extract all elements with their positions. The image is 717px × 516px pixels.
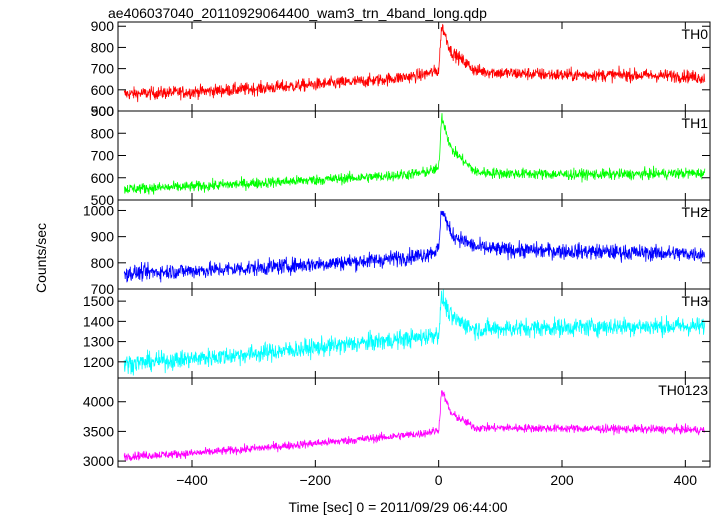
- y-tick-label: 1200: [83, 354, 114, 370]
- y-tick-label: 4000: [83, 394, 114, 410]
- x-tick-label: −400: [176, 472, 208, 488]
- panel-frame: [117, 21, 711, 112]
- x-axis-label: Time [sec] 0 = 2011/09/29 06:44:00: [288, 499, 507, 515]
- y-tick-label: 600: [91, 170, 115, 186]
- series-line-th0123: [123, 390, 706, 462]
- panel-th3: 1200 1300 1400 1500 TH3: [83, 288, 711, 379]
- y-tick-label: 700: [91, 61, 115, 77]
- series-line-th0: [123, 23, 706, 103]
- y-tick-label: 800: [91, 125, 115, 141]
- y-axis-label: Counts/sec: [33, 223, 49, 293]
- chart-title: ae406037040_20110929064400_wam3_trn_4ban…: [108, 5, 487, 21]
- x-tick-label: 0: [435, 472, 443, 488]
- x-tick-label: 200: [550, 472, 574, 488]
- panel-frame: [117, 199, 711, 290]
- panel-frame: [117, 288, 711, 379]
- y-tick-label: 1000: [83, 202, 114, 218]
- series-line-th2: [123, 210, 706, 283]
- y-tick-label: 800: [91, 39, 115, 55]
- y-tick-label: 900: [91, 103, 115, 119]
- panel-th0123: 3000 3500 4000 TH0123: [83, 377, 711, 469]
- y-tick-label: 1500: [83, 293, 114, 309]
- series-line-th1: [123, 113, 706, 195]
- y-tick-label: 3500: [83, 423, 114, 439]
- chart-panels: 500 600 700 800 900 TH0 500 600 700 800 900 TH1 700 8…: [83, 18, 711, 488]
- panel-label-th0: TH0: [682, 26, 709, 42]
- y-tick-label: 500: [91, 103, 115, 119]
- panel-label-th0123: TH0123: [658, 382, 708, 398]
- y-tick-label: 500: [91, 192, 115, 208]
- y-tick-label: 800: [91, 255, 115, 271]
- panel-label-th3: TH3: [682, 293, 709, 309]
- y-tick-label: 1300: [83, 334, 114, 350]
- panel-th1: 500 600 700 800 900 TH1: [91, 103, 711, 208]
- panel-frame: [117, 377, 711, 468]
- y-tick-label: 900: [91, 18, 115, 34]
- y-tick-label: 700: [91, 148, 115, 164]
- panel-th0: 500 600 700 800 900 TH0: [91, 18, 711, 119]
- y-tick-label: 900: [91, 229, 115, 245]
- y-tick-label: 3000: [83, 453, 114, 469]
- series-line-th3: [123, 289, 706, 376]
- y-tick-label: 1400: [83, 313, 114, 329]
- x-tick-label: −200: [300, 472, 332, 488]
- x-tick-label: 400: [674, 472, 698, 488]
- panel-th2: 700 800 900 1000 TH2: [83, 199, 711, 297]
- panel-label-th1: TH1: [682, 115, 709, 131]
- panel-label-th2: TH2: [682, 204, 709, 220]
- y-tick-label: 600: [91, 82, 115, 98]
- y-tick-label: 700: [91, 281, 115, 297]
